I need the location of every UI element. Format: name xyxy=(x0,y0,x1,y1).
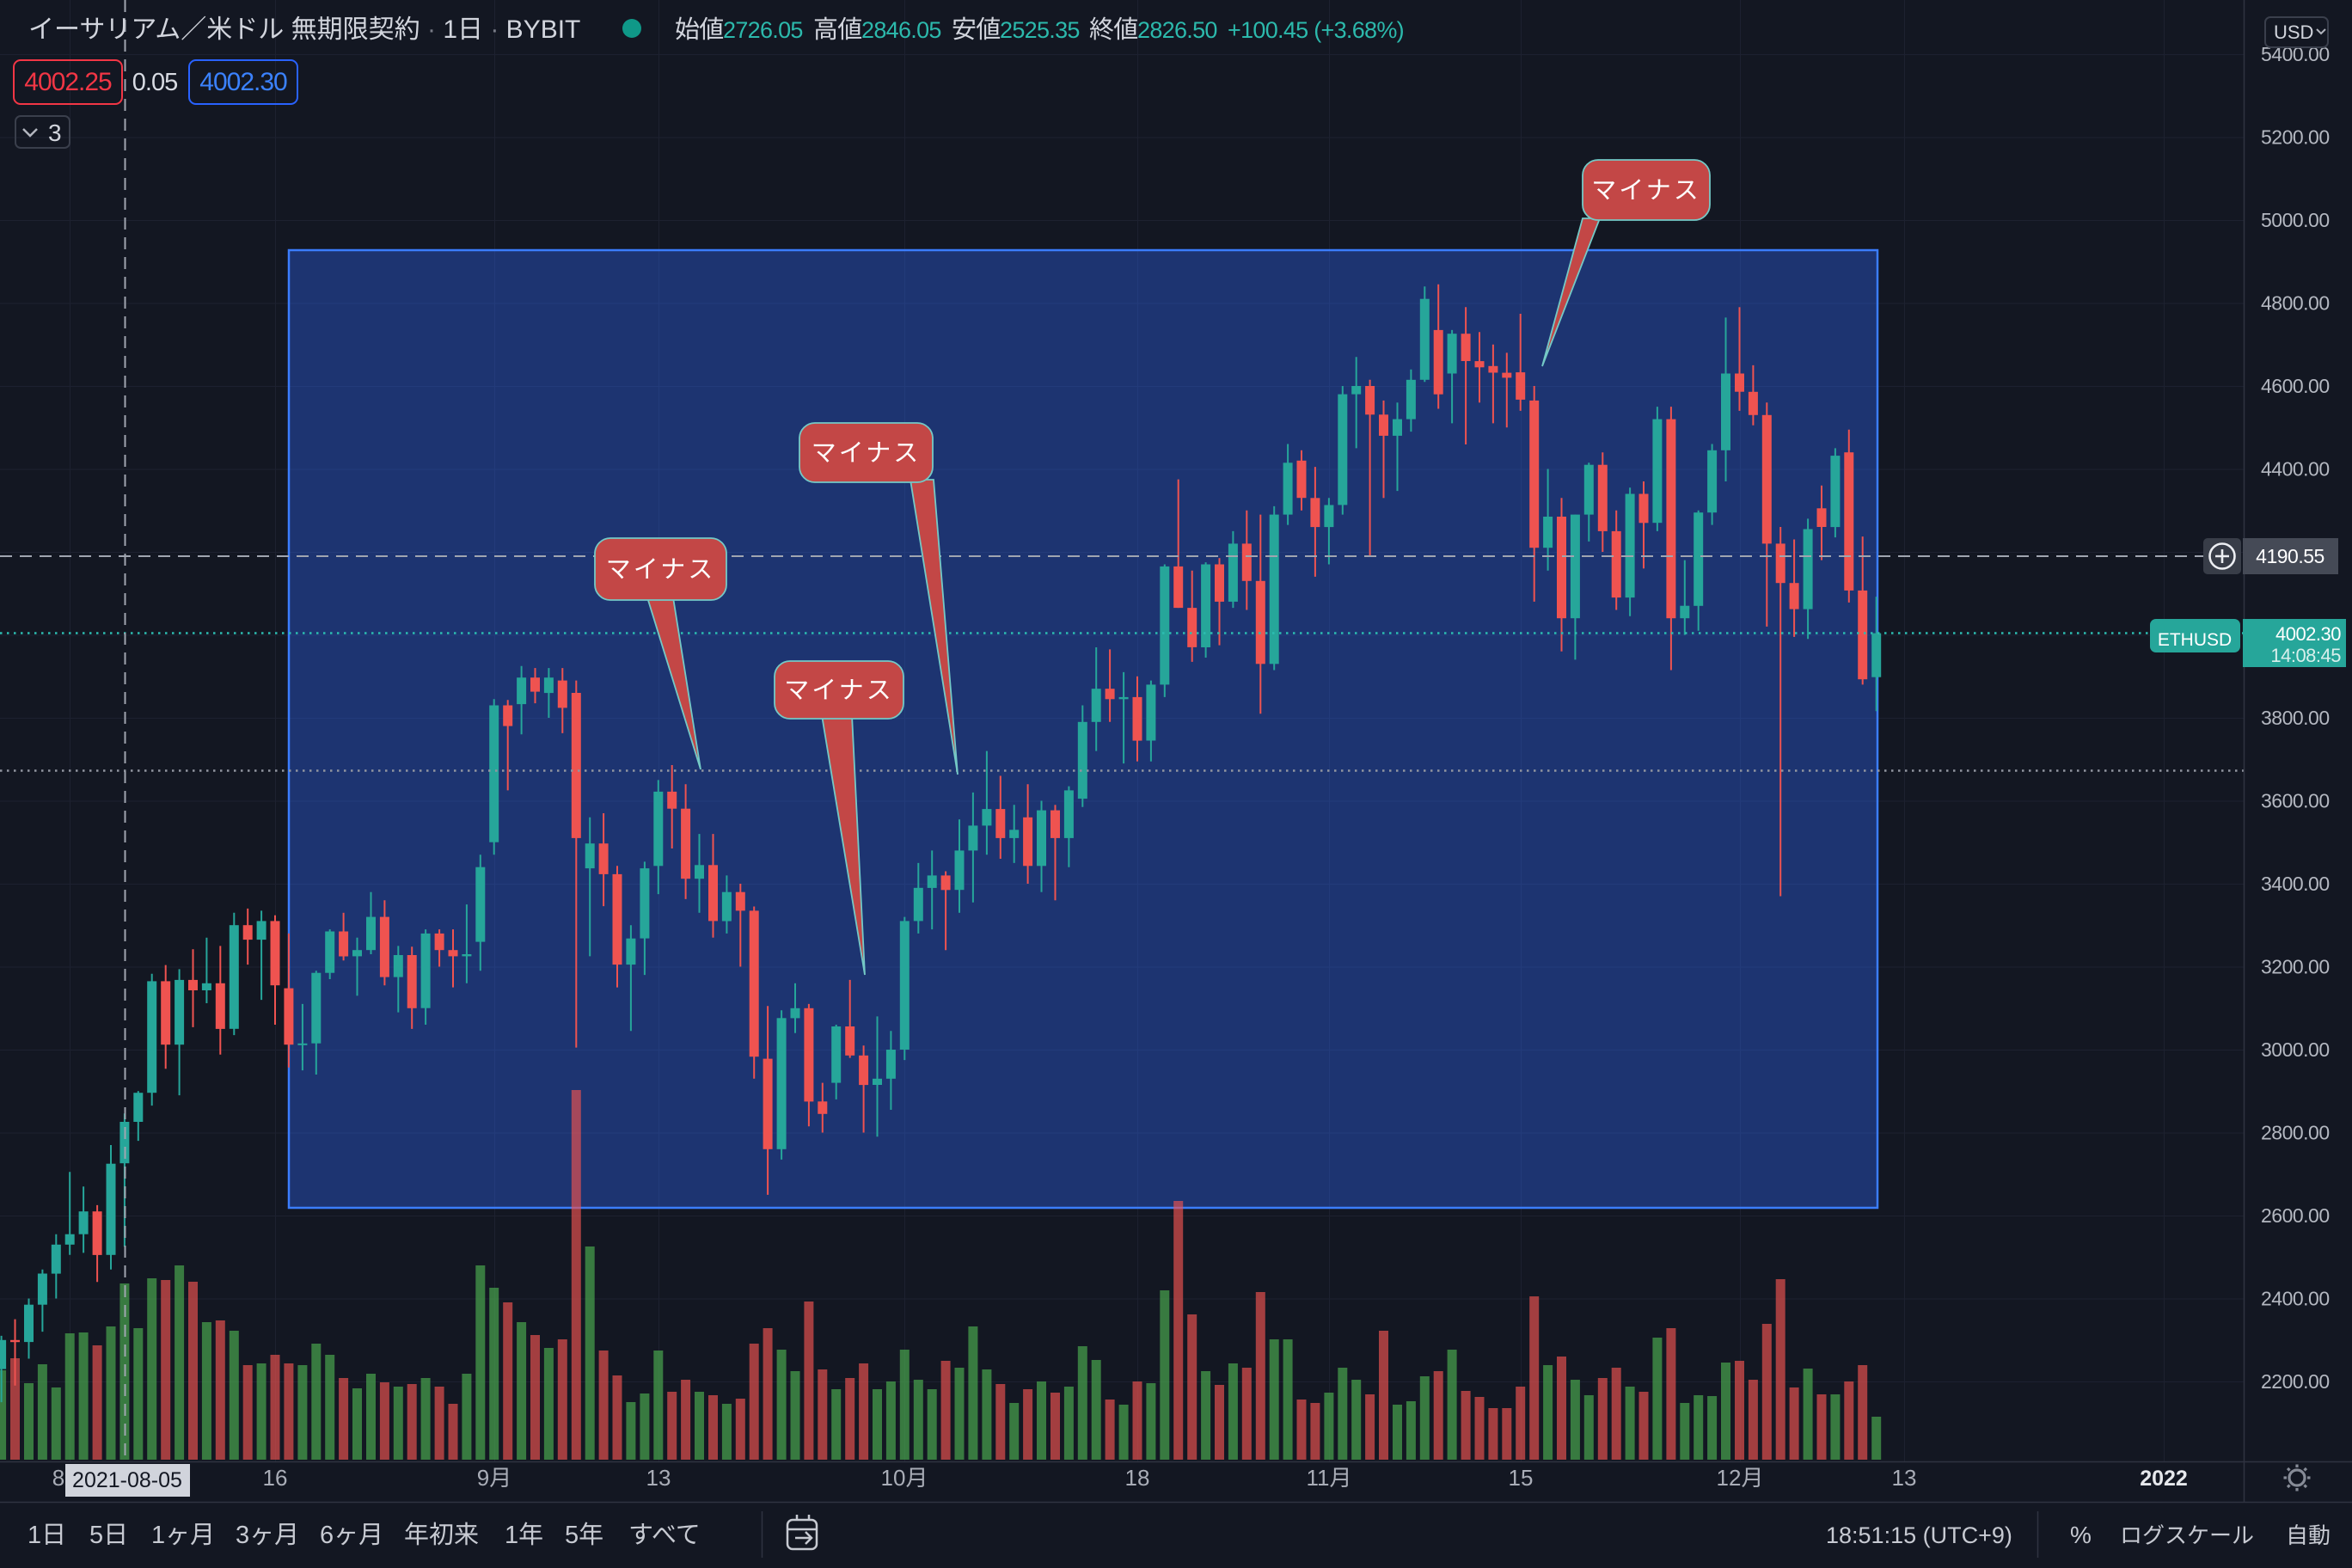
svg-text:3600.00: 3600.00 xyxy=(2261,790,2330,812)
svg-text:3: 3 xyxy=(48,119,62,146)
svg-text:ログスケール: ログスケール xyxy=(2120,1522,2254,1548)
svg-text:5年: 5年 xyxy=(565,1522,603,1549)
svg-text:USD: USD xyxy=(2274,21,2313,43)
svg-text:ETHUSD: ETHUSD xyxy=(2158,630,2232,650)
svg-text:5400.00: 5400.00 xyxy=(2261,43,2330,65)
svg-text:3200.00: 3200.00 xyxy=(2261,956,2330,978)
svg-text:0.05: 0.05 xyxy=(132,69,177,96)
svg-text:2600.00: 2600.00 xyxy=(2261,1204,2330,1227)
svg-text:2022: 2022 xyxy=(2140,1467,2188,1491)
svg-text:2800.00: 2800.00 xyxy=(2261,1122,2330,1144)
svg-text:5日: 5日 xyxy=(89,1522,128,1549)
svg-text:1年: 1年 xyxy=(505,1522,543,1549)
svg-text:終値: 終値 xyxy=(1089,16,1138,44)
svg-text:高値: 高値 xyxy=(813,16,862,44)
svg-text:12月: 12月 xyxy=(1717,1465,1764,1491)
svg-text:16: 16 xyxy=(263,1465,288,1491)
svg-text:マイナス: マイナス xyxy=(812,440,921,468)
svg-text:4400.00: 4400.00 xyxy=(2261,458,2330,481)
svg-text:4002.30: 4002.30 xyxy=(2275,623,2341,645)
svg-text:3000.00: 3000.00 xyxy=(2261,1038,2330,1061)
svg-text:4002.25: 4002.25 xyxy=(24,68,112,96)
svg-text:14:08:45: 14:08:45 xyxy=(2270,645,2341,666)
svg-text:5000.00: 5000.00 xyxy=(2261,209,2330,231)
svg-text:2726.05: 2726.05 xyxy=(723,17,803,43)
svg-text:2021-08-05: 2021-08-05 xyxy=(72,1468,182,1492)
svg-text:4002.30: 4002.30 xyxy=(199,68,287,96)
svg-text:2400.00: 2400.00 xyxy=(2261,1288,2330,1310)
svg-text:自動: 自動 xyxy=(2286,1522,2331,1548)
svg-text:1日: 1日 xyxy=(28,1522,66,1549)
svg-text:1ヶ月: 1ヶ月 xyxy=(151,1522,215,1549)
svg-text:15: 15 xyxy=(1509,1465,1534,1491)
svg-text:5200.00: 5200.00 xyxy=(2261,126,2330,149)
svg-text:すべて: すべて xyxy=(628,1522,701,1549)
svg-text:18: 18 xyxy=(1125,1465,1150,1491)
svg-text:3400.00: 3400.00 xyxy=(2261,873,2330,895)
svg-text:マイナス: マイナス xyxy=(784,677,893,705)
svg-text:イーサリアム／米ドル 無期限契約 · 1日 · BYBIT: イーサリアム／米ドル 無期限契約 · 1日 · BYBIT xyxy=(28,15,580,44)
svg-text:4190.55: 4190.55 xyxy=(2256,545,2324,567)
svg-text:+100.45 (+3.68%): +100.45 (+3.68%) xyxy=(1228,17,1404,43)
svg-text:2525.35: 2525.35 xyxy=(1000,17,1080,43)
svg-text:10月: 10月 xyxy=(881,1465,928,1491)
svg-text:18:51:15 (UTC+9): 18:51:15 (UTC+9) xyxy=(1826,1522,2012,1548)
svg-text:13: 13 xyxy=(1892,1465,1917,1491)
svg-text:6ヶ月: 6ヶ月 xyxy=(320,1522,383,1549)
svg-text:3800.00: 3800.00 xyxy=(2261,707,2330,729)
svg-text:2846.05: 2846.05 xyxy=(861,17,941,43)
svg-text:4600.00: 4600.00 xyxy=(2261,375,2330,397)
svg-text:2826.50: 2826.50 xyxy=(1137,17,1217,43)
svg-text:安値: 安値 xyxy=(952,16,1001,44)
svg-text:2200.00: 2200.00 xyxy=(2261,1370,2330,1393)
svg-text:13: 13 xyxy=(646,1465,671,1491)
svg-text:3ヶ月: 3ヶ月 xyxy=(236,1522,299,1549)
svg-text:マイナス: マイナス xyxy=(1591,177,1700,205)
svg-text:11月: 11月 xyxy=(1307,1465,1352,1491)
svg-text:4800.00: 4800.00 xyxy=(2261,292,2330,315)
svg-text:9月: 9月 xyxy=(477,1465,511,1491)
svg-text:マイナス: マイナス xyxy=(606,556,715,584)
svg-text:%: % xyxy=(2070,1522,2092,1548)
svg-text:始値: 始値 xyxy=(675,16,724,44)
svg-text:年初来: 年初来 xyxy=(404,1522,479,1549)
